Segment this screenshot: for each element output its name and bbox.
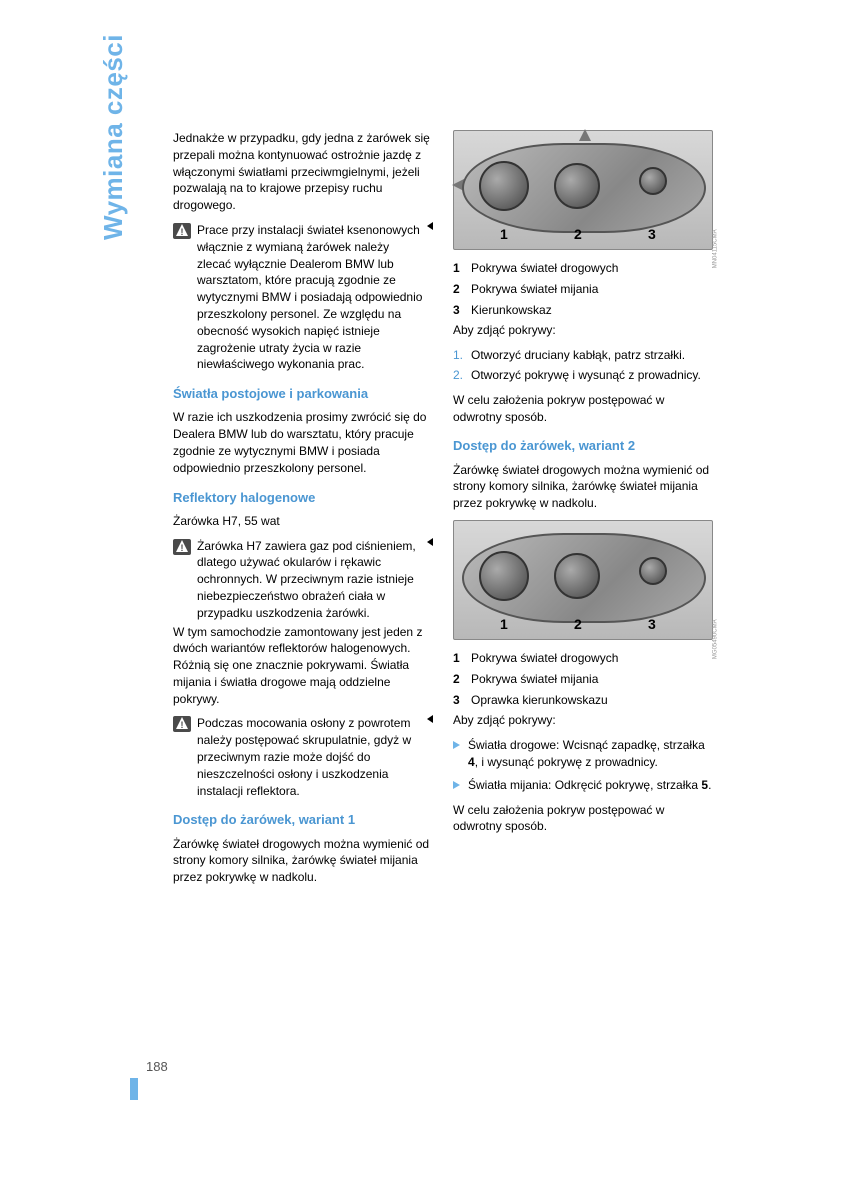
steps-list-1: 1.Otworzyć druciany kabłąk, patrz strzał… — [453, 347, 713, 384]
legend-row: 1Pokrywa świateł drogowych — [453, 260, 713, 277]
legend-row: 1Pokrywa świateł drogowych — [453, 650, 713, 667]
list-item: Światła mijania: Odkręcić pokrywę, strza… — [453, 777, 713, 794]
heading-access-variant-1: Dostęp do żarówek, wariant 1 — [173, 811, 433, 829]
left-column: Jednakże w przypadku, gdy jedna z żarówe… — [173, 130, 433, 894]
figure-code-2: MG05490CMA — [712, 619, 720, 659]
reinstall-text-1: W celu założenia pokryw postępować w odw… — [453, 392, 713, 426]
end-mark-icon — [427, 538, 433, 546]
remove-covers-label-2: Aby zdjąć pokrywy: — [453, 712, 713, 729]
cover-1 — [479, 161, 529, 211]
cover-1 — [479, 551, 529, 601]
list-item: 1.Otworzyć druciany kabłąk, patrz strzał… — [453, 347, 713, 364]
cover-3 — [639, 167, 667, 195]
legend-row: 2Pokrywa świateł mijania — [453, 281, 713, 298]
bullet-text: Światła mijania: Odkręcić pokrywę, strza… — [468, 778, 701, 792]
legend-text: Kierunkowskaz — [471, 302, 552, 319]
step-number: 2. — [453, 367, 471, 384]
warning-text-1: Prace przy instalacji świateł ksenonowyc… — [197, 222, 425, 373]
page-number: 188 — [146, 1058, 168, 1076]
legend-text: Oprawka kierunkowskazu — [471, 692, 608, 709]
figure-label-1: 1 — [500, 225, 508, 245]
warning-icon — [173, 716, 191, 732]
legend-text: Pokrywa świateł mijania — [471, 671, 598, 688]
cover-2 — [554, 553, 600, 599]
page-content: Jednakże w przypadku, gdy jedna z żarówe… — [173, 130, 713, 894]
page-tab-marker — [130, 1078, 138, 1100]
figure-headlamp-variant-2: 1 2 3 MG05490CMA — [453, 520, 713, 640]
variant2-text: Żarówkę świateł drogowych można wymienić… — [453, 462, 713, 512]
variant1-text: Żarówkę świateł drogowych można wymienić… — [173, 836, 433, 886]
figure-headlamp-variant-1: 1 2 3 MN04115CMA — [453, 130, 713, 250]
legend-num: 2 — [453, 671, 471, 688]
list-item: Światła drogowe: Wcisnąć zapadkę, strzał… — [453, 737, 713, 771]
arrow-up-icon — [579, 129, 591, 141]
legend-num: 3 — [453, 302, 471, 319]
side-section-title: Wymiana części — [95, 34, 131, 240]
heading-access-variant-2: Dostęp do żarówek, wariant 2 — [453, 437, 713, 455]
warning-icon — [173, 223, 191, 239]
figure-label-3: 3 — [648, 225, 656, 245]
warning-block-2: Żarówka H7 zawiera gaz pod ciśnieniem, d… — [173, 538, 433, 622]
legend-num: 2 — [453, 281, 471, 298]
figure-label-3: 3 — [648, 615, 656, 635]
heading-parking-lights: Światła postojowe i parkowania — [173, 385, 433, 403]
warning-icon — [173, 539, 191, 555]
variants-paragraph: W tym samochodzie zamontowany jest jeden… — [173, 624, 433, 708]
warning-text-3: Podczas mocowania osłony z powrotem nale… — [197, 715, 425, 799]
legend-text: Pokrywa świateł drogowych — [471, 650, 618, 667]
figure-code-1: MN04115CMA — [712, 229, 720, 268]
warning-text-2: Żarówka H7 zawiera gaz pod ciśnieniem, d… — [197, 538, 425, 622]
parking-lights-text: W razie ich uszkodzenia prosimy zwrócić … — [173, 409, 433, 476]
step-text: Otworzyć pokrywę i wysunąć z prowadnicy. — [471, 367, 701, 384]
cover-3 — [639, 557, 667, 585]
step-text: Otworzyć druciany kabłąk, patrz strzałki… — [471, 347, 685, 364]
legend-text: Pokrywa świateł mijania — [471, 281, 598, 298]
cover-2 — [554, 163, 600, 209]
right-column: 1 2 3 MN04115CMA 1Pokrywa świateł drogow… — [453, 130, 713, 894]
bullet-bold: 4 — [468, 755, 475, 769]
reinstall-text-2: W celu założenia pokryw postępować w odw… — [453, 802, 713, 836]
bulb-spec: Żarówka H7, 55 wat — [173, 513, 433, 530]
warning-block-1: Prace przy instalacji świateł ksenonowyc… — [173, 222, 433, 373]
end-mark-icon — [427, 715, 433, 723]
heading-halogen: Reflektory halogenowe — [173, 489, 433, 507]
legend-row: 2Pokrywa świateł mijania — [453, 671, 713, 688]
remove-covers-label: Aby zdjąć pokrywy: — [453, 322, 713, 339]
legend-num: 1 — [453, 650, 471, 667]
figure-label-1: 1 — [500, 615, 508, 635]
bullet-list-variant-2: Światła drogowe: Wcisnąć zapadkę, strzał… — [453, 737, 713, 793]
legend-text: Pokrywa świateł drogowych — [471, 260, 618, 277]
step-number: 1. — [453, 347, 471, 364]
warning-block-3: Podczas mocowania osłony z powrotem nale… — [173, 715, 433, 799]
figure-label-2: 2 — [574, 615, 582, 635]
bullet-text: . — [708, 778, 711, 792]
bullet-text: , i wysunąć pokrywę z prowadnicy. — [475, 755, 658, 769]
legend-num: 1 — [453, 260, 471, 277]
legend-row: 3Kierunkowskaz — [453, 302, 713, 319]
figure-label-2: 2 — [574, 225, 582, 245]
legend-row: 3Oprawka kierunkowskazu — [453, 692, 713, 709]
list-item: 2.Otworzyć pokrywę i wysunąć z prowadnic… — [453, 367, 713, 384]
intro-paragraph: Jednakże w przypadku, gdy jedna z żarówe… — [173, 130, 433, 214]
bullet-text: Światła drogowe: Wcisnąć zapadkę, strzał… — [468, 738, 705, 752]
end-mark-icon — [427, 222, 433, 230]
legend-num: 3 — [453, 692, 471, 709]
